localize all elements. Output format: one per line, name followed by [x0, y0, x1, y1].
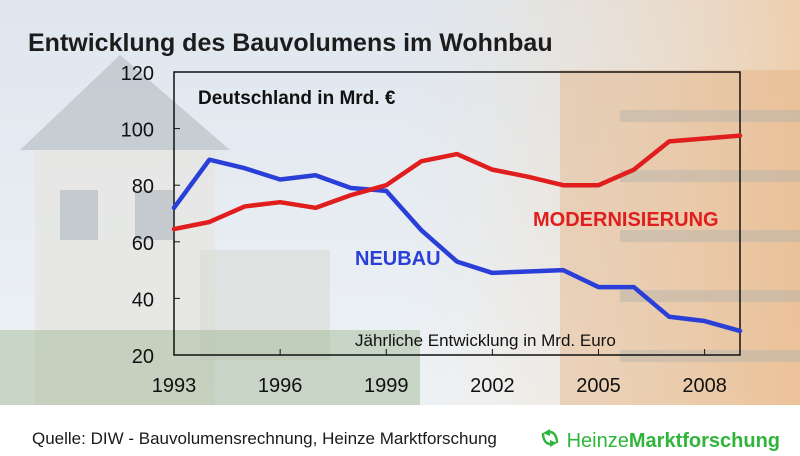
- x-tick-label: 2005: [576, 375, 621, 397]
- y-tick-label: 80: [132, 176, 154, 198]
- background-photo: [0, 0, 800, 405]
- y-tick-label: 20: [132, 346, 154, 368]
- series-label-neubau: NEUBAU: [355, 248, 441, 270]
- source-note: Quelle: DIW - Bauvolumensrechnung, Heinz…: [32, 429, 497, 448]
- brand-name-bold: Marktforschung: [628, 429, 780, 452]
- series-line-modernisierung: [171, 133, 743, 232]
- plot-frame: [173, 71, 741, 356]
- series-label-modernisierung: MODERNISIERUNG: [533, 209, 719, 231]
- x-tick-label: 1993: [152, 375, 197, 397]
- y-tick-label: 40: [132, 289, 154, 311]
- chart-subtitle: Deutschland in Mrd. €: [198, 88, 396, 109]
- y-tick-label: 120: [121, 63, 154, 85]
- x-axis-ticks: 1993 1996 1999 2002 2005 2008: [152, 349, 727, 397]
- heinze-logo-icon: [539, 427, 561, 455]
- y-axis-ticks: 20 40 60 80 100 120: [121, 63, 180, 368]
- brand-name-light: Heinze: [566, 429, 629, 452]
- x-tick-label: 1996: [258, 375, 303, 397]
- x-tick-label: 2002: [470, 375, 515, 397]
- footer: Quelle: DIW - Bauvolumensrechnung, Heinz…: [0, 405, 800, 456]
- x-tick-label: 2008: [682, 375, 727, 397]
- heinze-logo: Heinze Marktforschung: [539, 427, 780, 455]
- chart-annotation: Jährliche Entwicklung in Mrd. Euro: [355, 331, 616, 350]
- y-tick-label: 100: [121, 120, 154, 142]
- series-line-neubau: [171, 157, 743, 334]
- series-lines: [171, 133, 743, 334]
- x-tick-label: 1999: [364, 375, 409, 397]
- y-tick-label: 60: [132, 233, 154, 255]
- chart-title: Entwicklung des Bauvolumens im Wohnbau: [28, 29, 553, 57]
